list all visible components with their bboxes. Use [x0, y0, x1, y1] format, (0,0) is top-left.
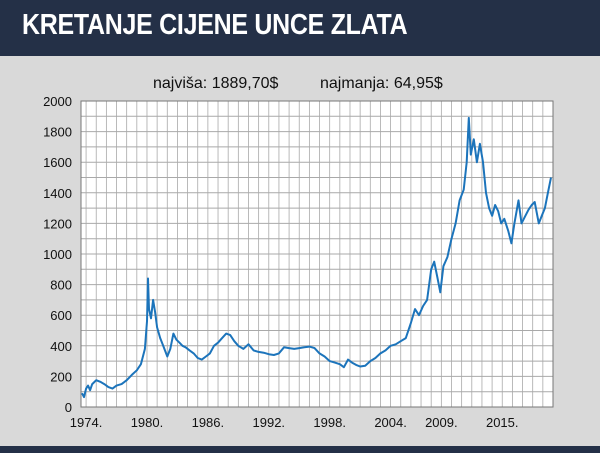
- x-tick-label: 2015.: [486, 415, 519, 430]
- x-tick-label: 1986.: [192, 415, 225, 430]
- x-axis-ticks: 1974. 1980. 1986. 1992. 1998. 2004. 2009. 2015.: [70, 415, 519, 430]
- y-tick-label: 1600: [43, 155, 72, 170]
- header-bar: KRETANJE CIJENE UNCE ZLATA: [0, 0, 600, 56]
- y-tick-label: 200: [50, 369, 72, 384]
- x-tick-label: 1980.: [131, 415, 164, 430]
- y-tick-label: 0: [65, 400, 72, 415]
- x-tick-label: 1998.: [313, 415, 346, 430]
- x-tick-label: 2009.: [425, 415, 458, 430]
- y-tick-label: 2000: [43, 94, 72, 109]
- gold-price-chart: najviša: 1889,70$ najmanja: 64,95$ 02004…: [43, 75, 554, 430]
- x-tick-label: 1974.: [70, 415, 103, 430]
- y-tick-label: 400: [50, 339, 72, 354]
- max-price-annotation: najviša: 1889,70$: [153, 75, 279, 92]
- page-title: KRETANJE CIJENE UNCE ZLATA: [22, 9, 408, 41]
- x-tick-label: 2004.: [374, 415, 407, 430]
- y-axis-ticks: 0 200 400 600 800 1000 1200 1400 1600 1800 2000: [43, 94, 72, 415]
- y-tick-label: 1400: [43, 186, 72, 201]
- min-price-annotation: najmanja: 64,95$: [320, 75, 443, 92]
- series-group: [81, 116, 552, 399]
- footer-bar: [0, 446, 600, 453]
- plot-border: [80, 100, 554, 408]
- y-tick-label: 1800: [43, 125, 72, 140]
- gold-price-line: [81, 116, 552, 399]
- gridlines: [80, 100, 554, 408]
- y-tick-label: 600: [50, 308, 72, 323]
- y-tick-label: 1000: [43, 247, 72, 262]
- y-tick-label: 1200: [43, 216, 72, 231]
- x-tick-label: 1992.: [253, 415, 286, 430]
- y-tick-label: 800: [50, 278, 72, 293]
